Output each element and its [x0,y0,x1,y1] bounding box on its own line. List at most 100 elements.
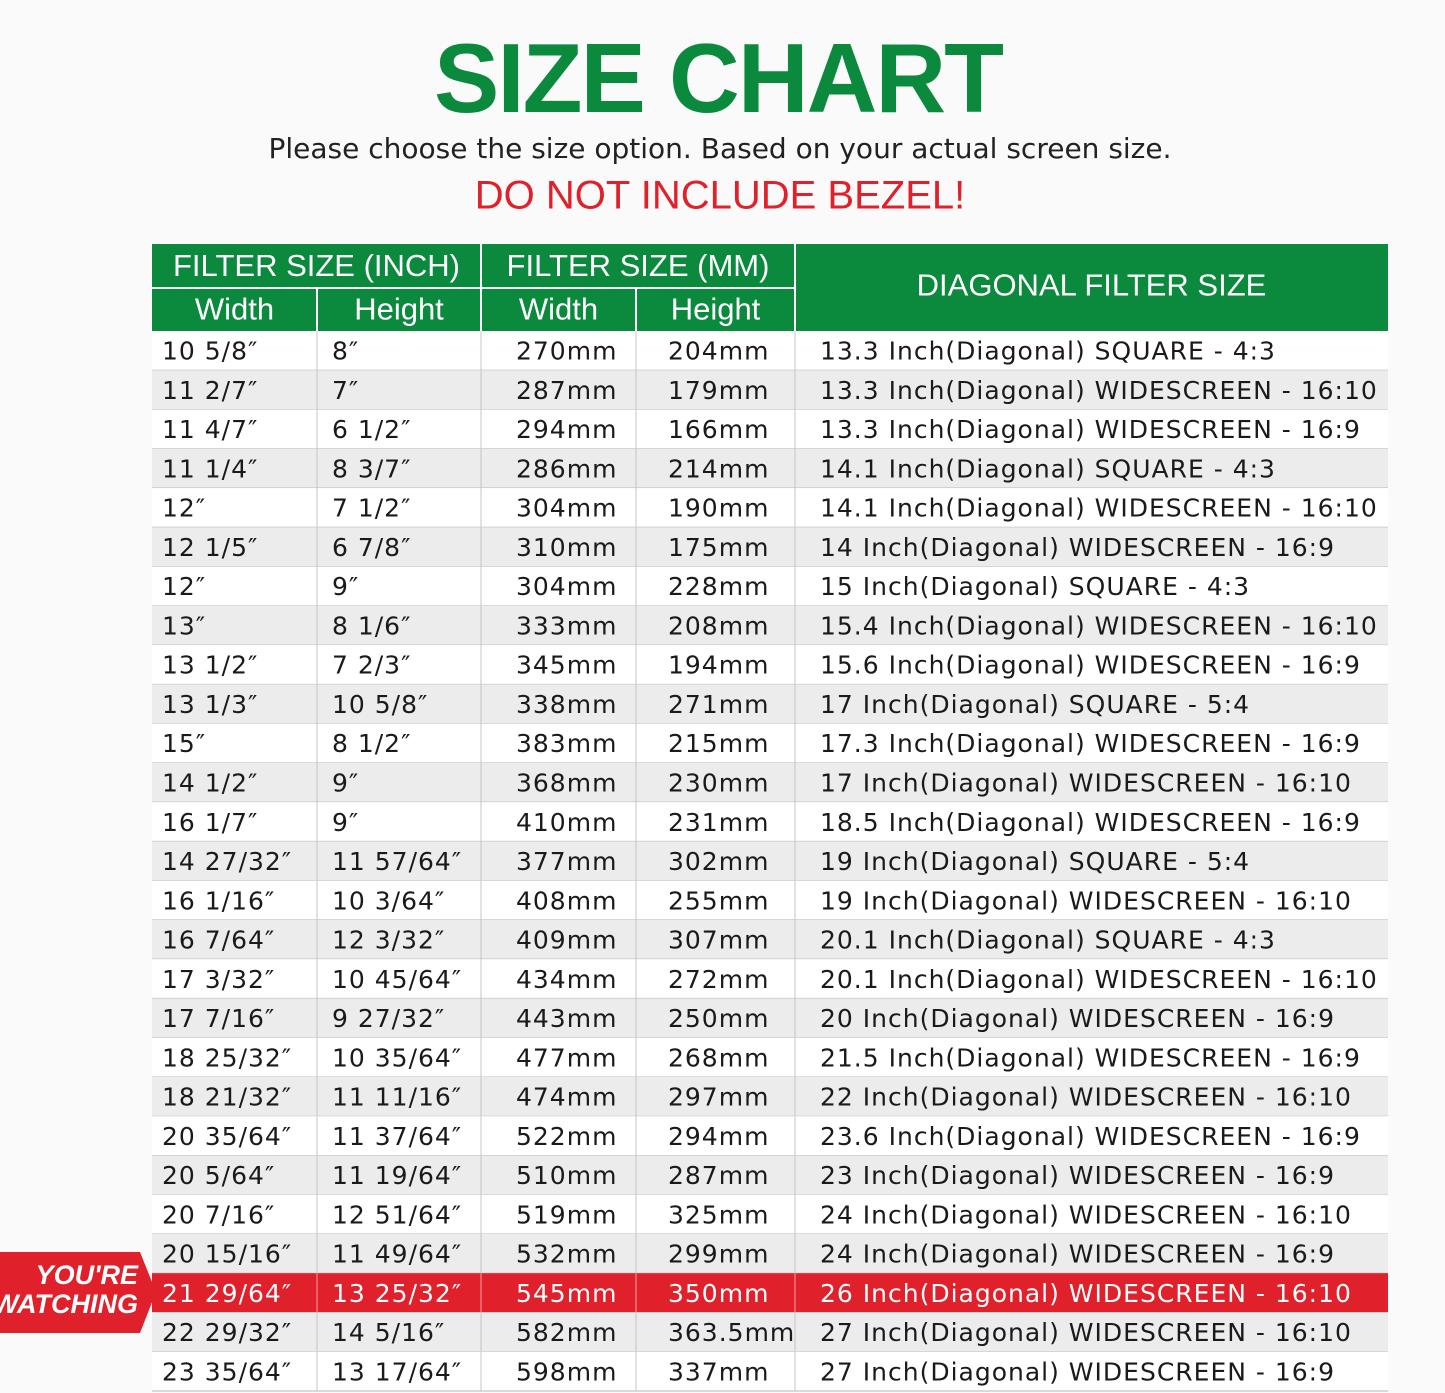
cell: 16 1/16″ [162,886,275,915]
cell: 19 Inch(Diagonal) SQUARE - 5:4 [820,847,1250,876]
table-row: 11 4/7″ 6 1/2″ 294mm 166mm 13.3 Inch(Diagona… [152,409,1388,450]
cell: 17 3/32″ [162,965,275,994]
cell: 15 Inch(Diagonal) SQUARE - 4:3 [820,572,1250,601]
cell: 190mm [668,494,769,523]
group-header: FILTER SIZE (MM) [507,248,770,283]
cell: 17.3 Inch(Diagonal) WIDESCREEN - 16:9 [820,729,1361,758]
table-row: 20 35/64″ 11 37/64″ 522mm 294mm 23.6 Inch(Di… [152,1116,1388,1156]
cell: 20 35/64″ [162,1122,292,1151]
row-bg [152,409,1388,449]
cell: 363.5mm [668,1318,795,1347]
cell: 14.1 Inch(Diagonal) WIDESCREEN - 16:10 [820,494,1378,523]
cell: 13 1/2″ [162,651,258,680]
cell: 14 1/2″ [162,768,258,797]
cell: 10 5/8″ [332,690,428,719]
cell: 166mm [668,415,769,444]
row-bg [152,1076,1388,1117]
cell: 15.6 Inch(Diagonal) WIDESCREEN - 16:9 [820,651,1361,680]
cell: 13.3 Inch(Diagonal) WIDESCREEN - 16:10 [820,376,1378,405]
cell: 19 Inch(Diagonal) WIDESCREEN - 16:10 [820,886,1352,915]
table-row: 11 1/4″ 8 3/7″ 286mm 214mm 14.1 Inch(Diagona… [152,448,1388,489]
cell: 10 5/8″ [162,337,258,366]
table-row: 12 1/5″ 6 7/8″ 310mm 175mm 14 Inch(Diagonal)… [152,527,1388,568]
cell: 368mm [516,768,617,797]
table-row: 17 7/16″ 9 27/32″ 443mm 250mm 20 Inch(Diagon… [152,998,1388,1039]
cell: 9″ [332,572,359,601]
row-bg [152,998,1388,1038]
cell: 299mm [668,1240,769,1269]
cell: 345mm [516,651,617,680]
cell: 11 11/16″ [332,1083,462,1112]
badge: YOU'RE WATCHING [0,1252,156,1333]
cell: 228mm [668,572,769,601]
table-row: 11 2/7″ 7″ 287mm 179mm 13.3 Inch(Diagonal) W… [152,370,1388,411]
cell: 24 Inch(Diagonal) WIDESCREEN - 16:10 [820,1200,1352,1229]
cell: 6 7/8″ [332,533,411,562]
table-row: 13 1/2″ 7 2/3″ 345mm 194mm 15.6 Inch(Diagona… [152,645,1388,685]
cell: 14 5/16″ [332,1318,445,1347]
cell: 24 Inch(Diagonal) WIDESCREEN - 16:9 [820,1240,1335,1269]
cell: 325mm [668,1200,769,1229]
cell: 333mm [516,611,617,640]
cell: 12″ [162,572,206,601]
badge-line: YOU'RE [36,1260,139,1290]
table-row: 16 1/7″ 9″ 410mm 231mm 18.5 Inch(Diagonal) W… [152,802,1388,842]
cell: 8″ [332,337,359,366]
cell: 12 3/32″ [332,926,445,955]
cell: 11 19/64″ [332,1161,462,1190]
cell: 22 29/32″ [162,1318,292,1347]
cell: 11 49/64″ [332,1240,462,1269]
cell: 383mm [516,729,617,758]
row-bg [152,1273,1388,1313]
cell: 268mm [668,1043,769,1072]
cell: 337mm [668,1357,769,1386]
title: SIZE CHART [434,23,1003,133]
cell: 15″ [162,729,206,758]
cell: 13″ [162,611,206,640]
table-row: 12″ 7 1/2″ 304mm 190mm 14.1 Inch(Diagonal) W… [152,488,1388,528]
table-row: 18 21/32″ 11 11/16″ 474mm 297mm 22 Inch(Diag… [152,1076,1388,1117]
table-row: 15″ 8 1/2″ 383mm 215mm 17.3 Inch(Diagonal) W… [152,723,1388,764]
cell: 443mm [516,1004,617,1033]
row-bg [152,880,1388,920]
row-bg [152,566,1388,606]
cell: 26 Inch(Diagonal) WIDESCREEN - 16:10 [820,1279,1352,1308]
badge-line: WATCHING [0,1289,138,1319]
cell: 214mm [668,454,769,483]
cell: 17 Inch(Diagonal) WIDESCREEN - 16:10 [820,768,1352,797]
cell: 230mm [668,768,769,797]
cell: 532mm [516,1240,617,1269]
cell: 519mm [516,1200,617,1229]
cell: 27 Inch(Diagonal) WIDESCREEN - 16:9 [820,1357,1335,1386]
cell: 287mm [516,376,617,405]
row-bg [152,1233,1388,1274]
cell: 8 3/7″ [332,454,411,483]
cell: 175mm [668,533,769,562]
row-bg [152,527,1388,567]
cell: 13 25/32″ [332,1279,462,1308]
cell: 11 4/7″ [162,415,258,444]
table-row: 20 7/16″ 12 51/64″ 519mm 325mm 24 Inch(Diago… [152,1194,1388,1235]
cell: 297mm [668,1083,769,1112]
cell: 20 5/64″ [162,1161,275,1190]
table-row: 23 35/64″ 13 17/64″ 598mm 337mm 27 Inch(Diag… [152,1351,1388,1392]
table-row: 17 3/32″ 10 45/64″ 434mm 272mm 20.1 Inch(Dia… [152,959,1388,999]
sub-header: Width [195,292,274,327]
cell: 13 1/3″ [162,690,258,719]
cell: 408mm [516,886,617,915]
cell: 10 45/64″ [332,965,462,994]
row-bg [152,1312,1388,1352]
table-row: 14 1/2″ 9″ 368mm 230mm 17 Inch(Diagonal) WID… [152,762,1388,803]
row-bg [152,684,1388,724]
cell: 12″ [162,494,206,523]
sub-header: Width [519,292,598,327]
cell: 294mm [516,415,617,444]
cell: 20 Inch(Diagonal) WIDESCREEN - 16:9 [820,1004,1335,1033]
cell: 9″ [332,768,359,797]
cell: 194mm [668,651,769,680]
cell: 16 1/7″ [162,808,258,837]
cell: 179mm [668,376,769,405]
table-row: 16 7/64″ 12 3/32″ 409mm 307mm 20.1 Inch(Diag… [152,919,1388,960]
row-bg [152,959,1388,999]
cell: 307mm [668,926,769,955]
